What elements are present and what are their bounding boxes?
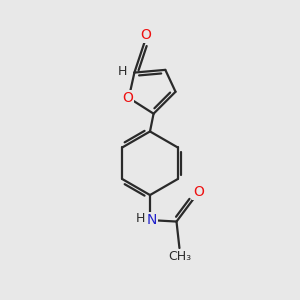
Text: N: N <box>146 213 157 227</box>
Text: O: O <box>193 185 204 199</box>
Text: O: O <box>141 28 152 42</box>
Text: H: H <box>117 64 127 78</box>
Text: H: H <box>136 212 145 225</box>
Text: CH₃: CH₃ <box>168 250 191 263</box>
Text: O: O <box>122 91 133 105</box>
